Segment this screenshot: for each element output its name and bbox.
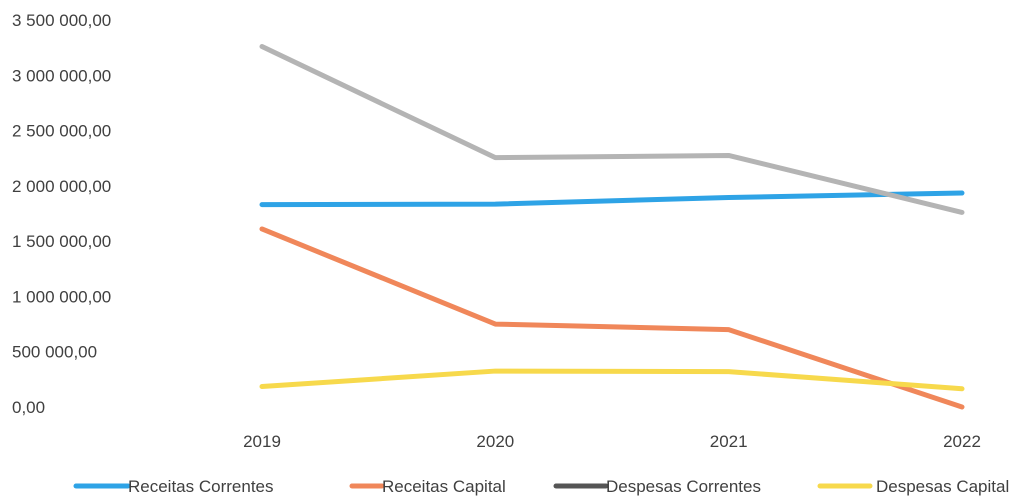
- legend-item: Despesas Correntes: [553, 477, 761, 496]
- y-tick-label: 3 000 000,00: [12, 66, 111, 85]
- series-line-1: [259, 190, 965, 208]
- legend-item: Despesas Capital: [817, 477, 1009, 496]
- legend-label: Despesas Correntes: [606, 477, 761, 496]
- series-line-4: [259, 368, 965, 392]
- x-tick-label: 2020: [476, 432, 514, 451]
- series-lines: [259, 44, 965, 410]
- legend-label: Despesas Capital: [876, 477, 1009, 496]
- x-tick-label: 2019: [243, 432, 281, 451]
- y-tick-label: 3 500 000,00: [12, 11, 111, 30]
- x-axis-ticks: 2019 2020 2021 2022: [243, 432, 981, 451]
- legend-item: Receitas Correntes: [73, 477, 274, 496]
- y-tick-label: 2 000 000,00: [12, 177, 111, 196]
- y-axis-ticks: 0,00 500 000,00 1 000 000,00 1 500 000,00 2 …: [12, 11, 111, 417]
- legend-label: Receitas Correntes: [128, 477, 274, 496]
- series-line-3: [259, 44, 965, 215]
- x-tick-label: 2022: [943, 432, 981, 451]
- legend: Receitas Correntes Receitas Capital Despes…: [73, 477, 1009, 496]
- legend-item: Receitas Capital: [349, 477, 506, 496]
- series-line-2: [259, 226, 965, 410]
- y-tick-label: 0,00: [12, 398, 45, 417]
- y-tick-label: 1 000 000,00: [12, 287, 111, 306]
- y-tick-label: 1 500 000,00: [12, 232, 111, 251]
- x-tick-label: 2021: [710, 432, 748, 451]
- y-tick-label: 500 000,00: [12, 343, 97, 362]
- legend-label: Receitas Capital: [382, 477, 506, 496]
- y-tick-label: 2 500 000,00: [12, 122, 111, 141]
